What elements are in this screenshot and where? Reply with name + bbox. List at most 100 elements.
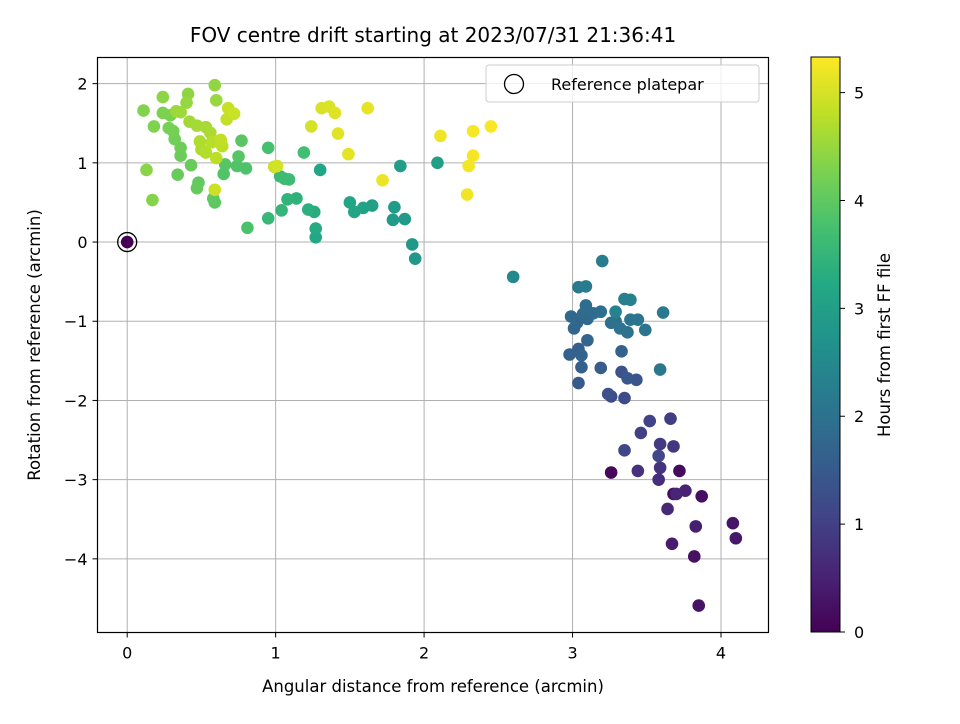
data-point [638,323,652,337]
colorbar-tick-label: 5 [854,84,864,103]
data-point [218,158,232,171]
data-point [661,502,674,516]
y-tick-label: 0 [77,233,87,252]
legend: Reference platepar [485,64,760,103]
data-point [162,121,176,135]
axis-ticks: 0 1 2 3 4 −4 −3 −2 −1 0 1 2 [64,75,726,663]
data-point [348,205,361,219]
data-point [621,371,634,385]
data-point [634,426,648,440]
legend-entry-reference: Reference platepar [551,75,704,94]
data-point [575,360,588,374]
data-point [408,252,422,265]
data-point [156,90,170,104]
x-tick-label: 3 [567,644,577,663]
data-point [376,173,389,187]
colorbar: 0 1 2 3 4 5 Hours from first FF file [810,56,894,642]
data-point [388,200,401,214]
data-point [386,213,400,227]
x-axis-label: Angular distance from reference (arcmin) [262,677,604,696]
data-point [643,414,657,428]
data-point [594,361,608,375]
data-point [328,106,342,120]
data-point [180,96,193,109]
data-point [190,181,204,195]
y-tick-label: −2 [64,391,88,410]
data-point [604,466,618,479]
data-point [581,333,594,347]
data-point [361,101,374,115]
legend-marker-reference [503,73,525,95]
data-point [297,146,311,159]
data-point [199,146,213,159]
data-point [227,107,241,121]
data-point [689,520,703,533]
data-point [275,204,288,217]
data-point [343,196,357,209]
data-point [460,188,474,201]
colorbar-tick-label: 0 [854,623,864,642]
data-point [667,440,680,453]
data-point [261,211,275,225]
data-point [309,230,323,244]
data-point [695,489,708,503]
data-point [631,464,645,478]
data-point [575,348,588,362]
data-point [506,270,520,284]
colorbar-tick-label: 3 [854,299,864,318]
colorbar-tick-label: 1 [854,515,864,534]
data-point [174,105,187,119]
data-point [394,159,407,173]
data-point [652,473,665,486]
data-point [594,305,608,319]
colorbar-gradient [810,56,841,633]
data-point [652,449,665,463]
data-point [230,159,244,173]
data-point [484,120,498,133]
data-point [434,129,447,143]
data-point [466,124,480,138]
data-point [579,280,593,293]
data-point [615,345,628,358]
data-point [621,326,634,339]
data-point [147,120,161,133]
data-point [564,310,578,323]
data-point [653,437,667,451]
data-point [304,120,318,133]
data-point [398,212,412,226]
y-tick-label: 2 [77,75,87,94]
data-point [466,149,480,163]
y-tick-label: −1 [64,312,88,331]
data-point [692,599,706,612]
colorbar-ticks: 0 1 2 3 4 5 [840,84,864,642]
data-point [261,141,275,155]
data-point [595,254,609,268]
data-point [146,193,159,207]
chart-title: FOV centre drift starting at 2023/07/31 … [190,23,676,47]
data-point [209,93,223,107]
data-point [281,192,294,206]
data-point [653,461,667,475]
data-point [342,147,355,161]
colorbar-tick-label: 2 [854,407,864,426]
data-point [609,305,622,319]
data-point [431,156,444,170]
y-axis-label: Rotation from reference (arcmin) [25,209,44,481]
legend-box [485,64,760,103]
data-point [664,412,677,425]
data-point [235,134,248,147]
y-tick-label: −4 [64,550,88,569]
data-point [184,158,198,172]
data-point [302,203,315,216]
data-point [313,163,327,177]
data-point [209,151,223,165]
data-point [462,159,475,173]
data-point [137,104,150,117]
data-point [217,167,230,181]
data-point [601,387,615,401]
data-point [204,126,217,140]
data-point [665,537,679,551]
data-point [656,306,670,319]
data-point [653,363,667,376]
